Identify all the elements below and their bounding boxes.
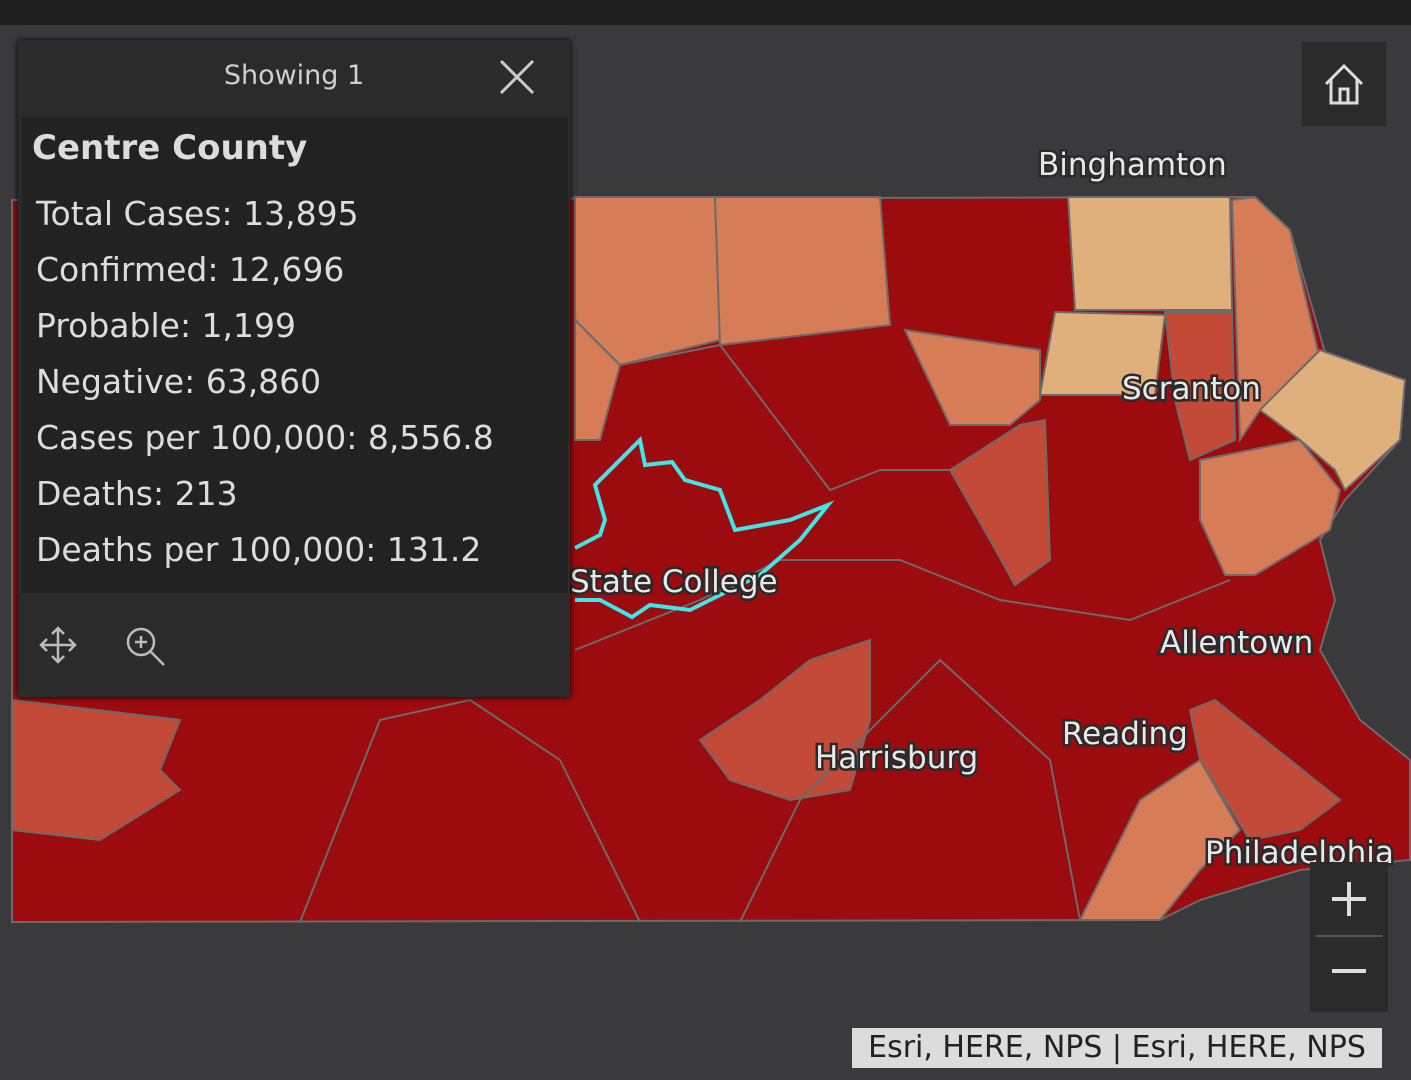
popup-field: Negative: 63,860 bbox=[36, 362, 322, 401]
city-label: Binghamton bbox=[1038, 147, 1227, 183]
zoom-controls bbox=[1310, 862, 1388, 1012]
popup-field: Confirmed: 12,696 bbox=[36, 250, 345, 289]
popup-field: Probable: 1,199 bbox=[36, 306, 297, 345]
zoom-to-button[interactable] bbox=[124, 625, 168, 669]
county bbox=[1038, 310, 1167, 396]
city-label: Harrisburg bbox=[815, 740, 978, 776]
county bbox=[1066, 196, 1234, 311]
popup-field: Deaths per 100,000: 131.2 bbox=[36, 530, 482, 569]
county bbox=[948, 418, 1052, 587]
home-icon bbox=[1324, 63, 1364, 105]
county bbox=[1258, 348, 1407, 492]
county bbox=[1078, 758, 1242, 921]
county bbox=[903, 328, 1041, 426]
county-border bbox=[299, 698, 641, 923]
county-border bbox=[574, 559, 1231, 651]
selected-county-outline bbox=[574, 435, 835, 620]
county bbox=[574, 196, 722, 367]
popup: Showing 1 Centre County Total Cases: 13,… bbox=[18, 40, 570, 697]
county bbox=[713, 196, 892, 347]
county bbox=[1199, 438, 1342, 576]
popup-content: Centre County Total Cases: 13,895 Confirm… bbox=[22, 118, 568, 593]
city-label: Reading bbox=[1062, 716, 1188, 752]
county-border bbox=[739, 658, 1081, 923]
county-border bbox=[619, 343, 950, 492]
close-button[interactable] bbox=[498, 58, 536, 96]
popup-field: Total Cases: 13,895 bbox=[36, 194, 359, 233]
city-label: Allentown bbox=[1160, 625, 1313, 661]
county bbox=[574, 317, 622, 441]
popup-header: Showing 1 bbox=[223, 60, 365, 91]
popup-title: Centre County bbox=[32, 128, 308, 168]
city-label: Scranton bbox=[1122, 371, 1261, 407]
popup-field: Cases per 100,000: 8,556.8 bbox=[36, 418, 494, 457]
dock-button[interactable] bbox=[38, 625, 78, 665]
zoom-in[interactable] bbox=[1332, 882, 1366, 916]
city-label: State College bbox=[570, 564, 778, 600]
popup-field: Deaths: 213 bbox=[36, 474, 238, 513]
attribution: Esri, HERE, NPS | Esri, HERE, NPS bbox=[852, 1028, 1382, 1068]
home-button[interactable] bbox=[1302, 42, 1386, 126]
county bbox=[1163, 311, 1237, 462]
county bbox=[698, 638, 871, 802]
top-bar bbox=[0, 0, 1411, 25]
zoom-icons bbox=[1316, 882, 1382, 973]
county bbox=[11, 698, 182, 842]
